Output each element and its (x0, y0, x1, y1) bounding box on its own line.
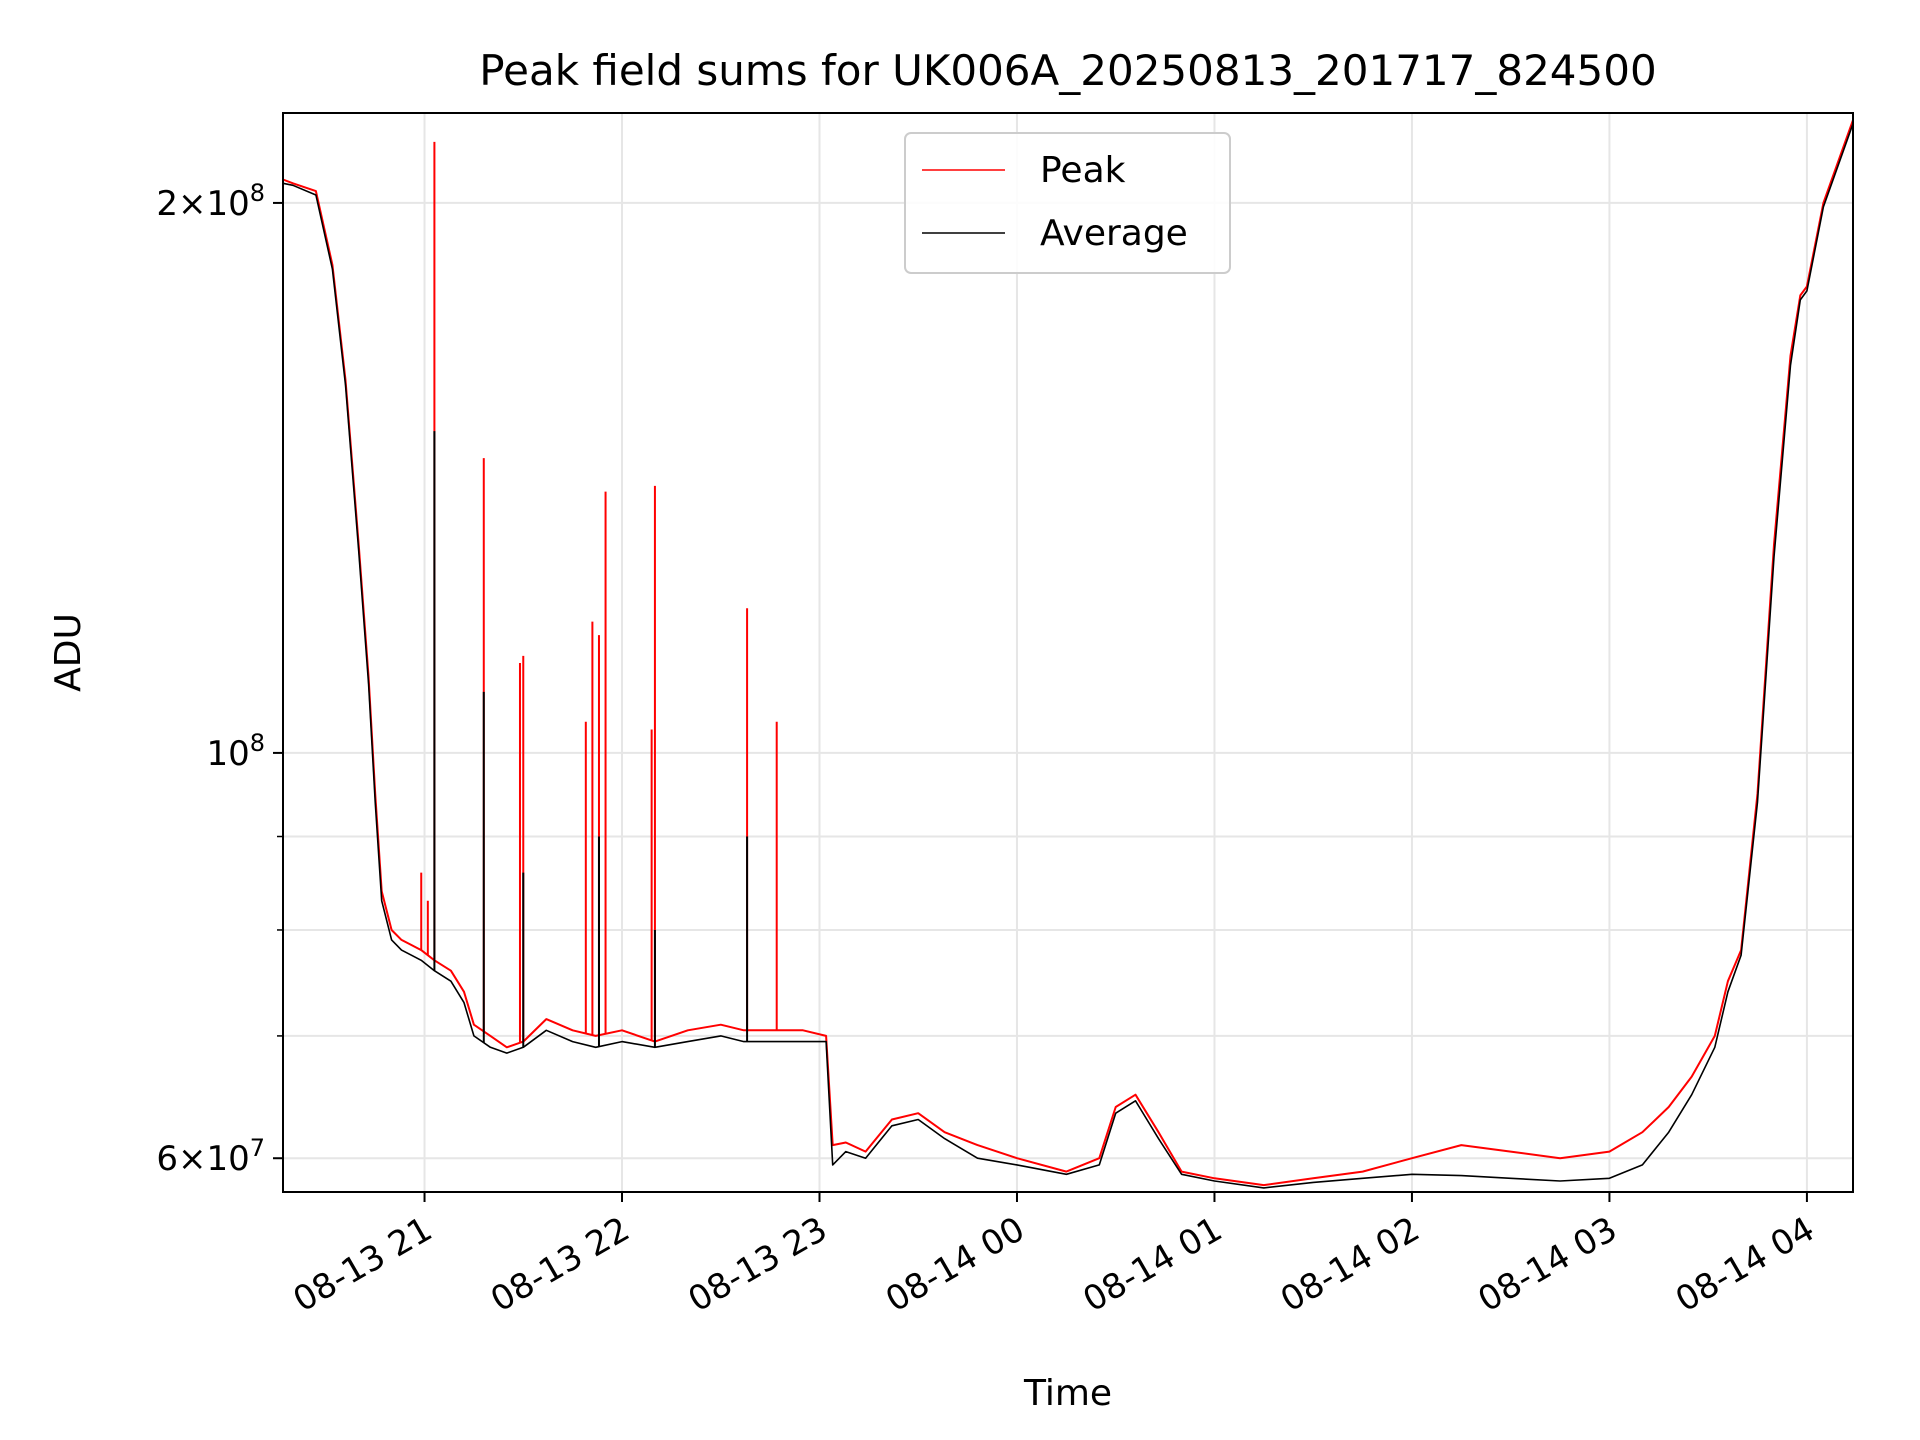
legend-label-average: Average (1040, 213, 1188, 254)
chart-title: Peak field sums for UK006A_20250813_2017… (479, 46, 1656, 95)
y-tick-label: 108 (206, 729, 265, 774)
y-tick-label: 6×107 (156, 1134, 265, 1179)
plot-frame (282, 112, 1854, 1193)
series-line-average (282, 123, 1854, 1189)
series-line-peak (282, 119, 1854, 1187)
y-tick-label: 2×108 (156, 179, 265, 224)
series-layer (282, 119, 1854, 1189)
x-axis-label: Time (1023, 1373, 1112, 1414)
legend: Peak Average (904, 132, 1231, 274)
legend-label-peak: Peak (1040, 150, 1126, 191)
legend-box (904, 132, 1231, 274)
y-axis-label: ADU (48, 613, 89, 692)
